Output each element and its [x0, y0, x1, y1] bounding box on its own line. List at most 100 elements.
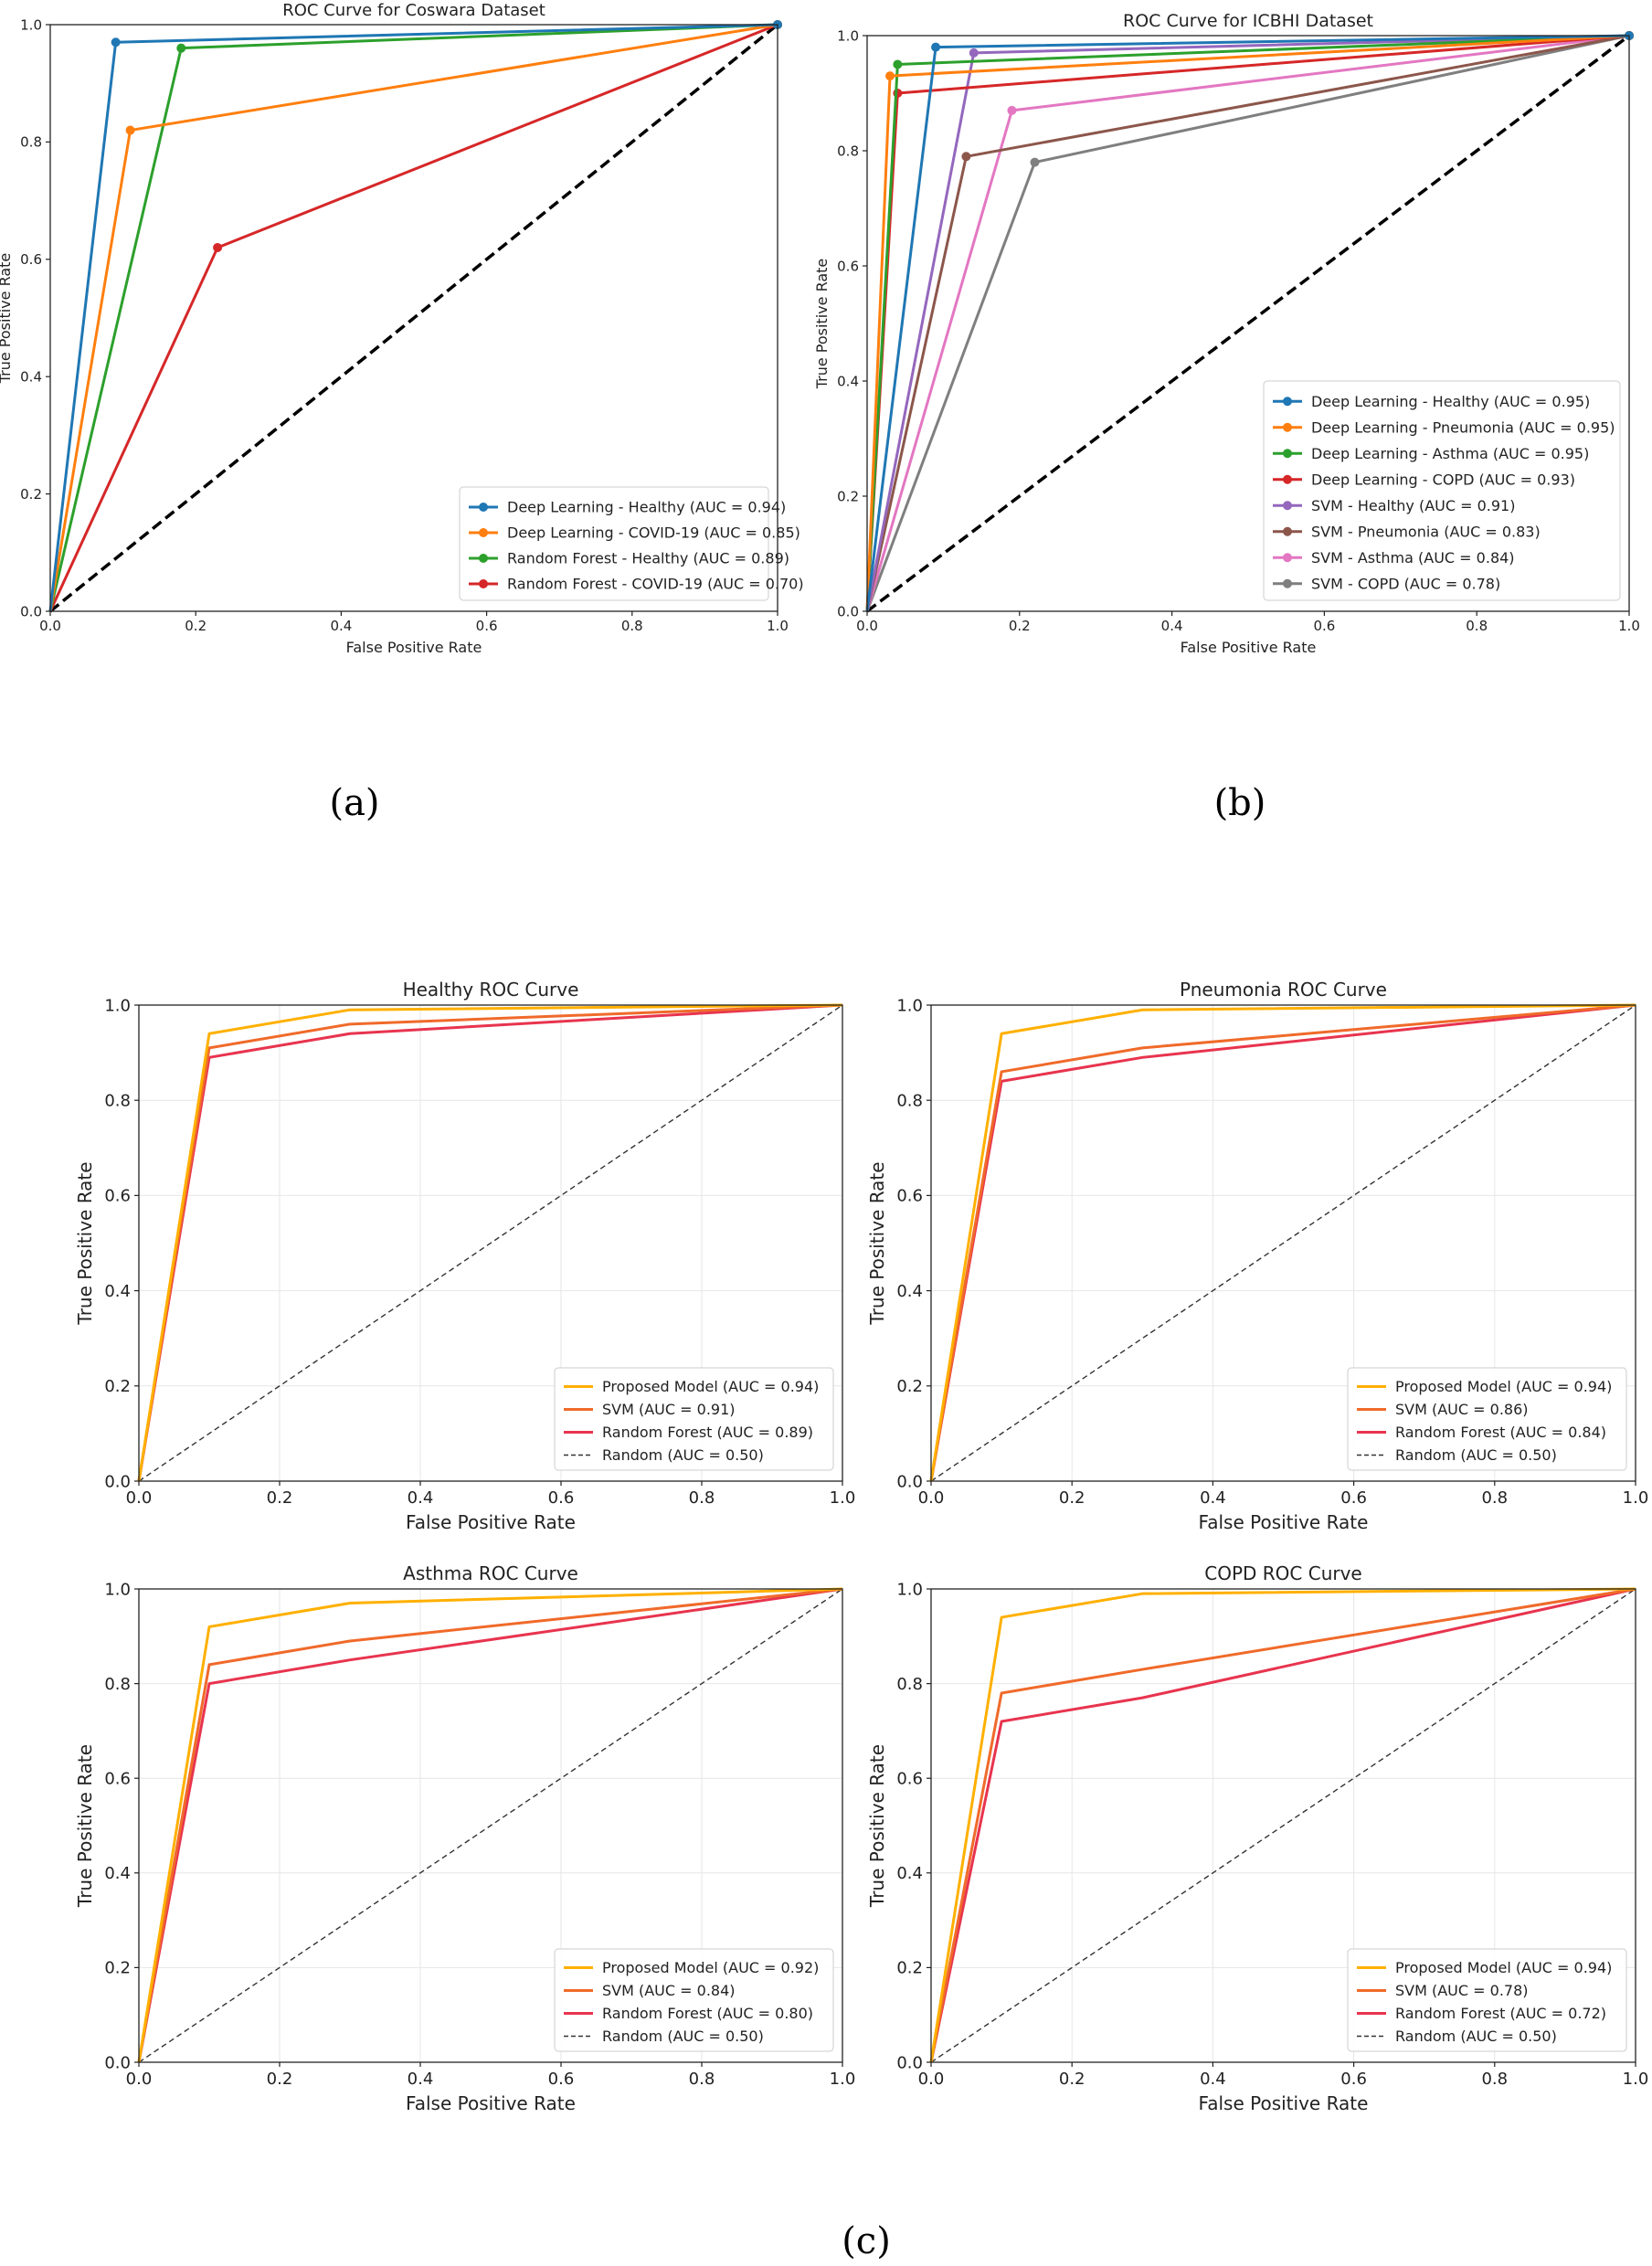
legend: Deep Learning - Healthy (AUC = 0.95) Deep…: [1263, 380, 1621, 601]
series-point-3: [893, 59, 903, 69]
x-tick-label: 0.0: [856, 618, 878, 634]
x-tick-label: 0.0: [126, 2070, 153, 2089]
legend-entry-label: SVM (AUC = 0.86): [1395, 1401, 1529, 1418]
legend: Proposed Model (AUC = 0.92) SVM (AUC = 0.…: [554, 1948, 834, 2052]
chart-coswara: 0.0 0.2 0.4 0.6 0.8 1.0 0.0 0.2 0.4 0.6 0.8 1.0 ROC …: [0, 1, 804, 656]
panel-label-b: (b): [1214, 782, 1266, 824]
x-tick-label: 0.2: [1059, 2070, 1085, 2089]
x-tick-label: 1.0: [1623, 1488, 1649, 1508]
legend-entry-label: Deep Learning - COPD (AUC = 0.93): [1311, 471, 1575, 488]
x-tick-label: 0.8: [689, 2070, 715, 2089]
y-tick-label: 0.4: [104, 1864, 131, 1883]
legend-box: [1347, 1367, 1627, 1471]
x-tick-label: 0.0: [918, 1488, 945, 1508]
chart-title: Healthy ROC Curve: [403, 979, 579, 1001]
x-tick-label: 0.6: [548, 1488, 575, 1508]
x-tick-label: 0.2: [185, 618, 206, 634]
y-tick-label: 0.0: [837, 603, 859, 619]
series-line-2: [929, 1003, 1636, 1482]
y-tick-label: 0.0: [896, 2053, 923, 2072]
y-tick-label: 0.8: [104, 1092, 131, 1111]
y-tick-label: 0.6: [837, 258, 859, 274]
legend-box: [1263, 380, 1621, 601]
chart-icbhi: 0.0 0.2 0.4 0.6 0.8 1.0 0.0 0.2 0.4 0.6 0.8 1.0 ROC …: [813, 11, 1640, 656]
legend-marker: [479, 503, 488, 512]
legend-entry-label: Deep Learning - Asthma (AUC = 0.95): [1311, 445, 1589, 462]
plot-frame: [49, 24, 778, 612]
legend-entry-label: Random Forest (AUC = 0.89): [602, 1424, 813, 1441]
diagonal-reference-line: [930, 1588, 1636, 2063]
x-tick-label: 0.4: [330, 618, 352, 634]
x-axis-label: False Positive Rate: [1199, 2092, 1369, 2114]
y-axis-label: True Positive Rate: [74, 1161, 96, 1325]
panel-label-a: (a): [329, 782, 379, 824]
x-tick-label: 0.6: [1340, 1488, 1367, 1508]
y-tick-label: 0.2: [20, 486, 42, 503]
y-tick-label: 0.6: [104, 1770, 131, 1789]
legend-box: [554, 1367, 834, 1471]
legend-entry-label: SVM (AUC = 0.78): [1395, 1982, 1529, 1999]
legend: Deep Learning - Healthy (AUC = 0.94) Deep…: [459, 486, 804, 601]
legend-entry-label: Proposed Model (AUC = 0.94): [602, 1378, 819, 1395]
x-axis-label: False Positive Rate: [1199, 1511, 1369, 1533]
legend-entry-label: SVM - COPD (AUC = 0.78): [1311, 575, 1500, 592]
y-tick-label: 0.0: [896, 1472, 923, 1491]
legend-marker: [1283, 501, 1292, 511]
x-tick-label: 0.8: [1481, 2070, 1508, 2089]
x-tick-label: 1.0: [830, 1488, 856, 1508]
y-tick-label: 0.2: [837, 488, 859, 504]
chart-title: ROC Curve for ICBHI Dataset: [1123, 11, 1373, 31]
series-point-4: [893, 89, 903, 98]
legend-entry-label: SVM - Pneumonia (AUC = 0.83): [1311, 523, 1541, 540]
series-line-2: [929, 1587, 1636, 2063]
x-tick-label: 0.6: [548, 2070, 575, 2089]
legend: Proposed Model (AUC = 0.94) SVM (AUC = 0.…: [554, 1367, 834, 1471]
x-tick-label: 0.8: [621, 618, 643, 634]
y-axis-label: True Positive Rate: [813, 259, 831, 390]
panel-label-c: (c): [842, 2220, 891, 2262]
y-tick-label: 0.0: [104, 2053, 131, 2072]
x-tick-label: 0.2: [1059, 1488, 1085, 1508]
chart-healthy: 0.0 0.2 0.4 0.6 0.8 1.0 0.0 0.2 0.4 0.6 0.8 1.0 Heal…: [74, 979, 855, 1533]
y-tick-label: 1.0: [104, 996, 131, 1015]
y-tick-label: 1.0: [837, 27, 859, 44]
chart-title: Pneumonia ROC Curve: [1180, 979, 1387, 1001]
series-point-5: [969, 48, 979, 58]
diagonal-reference-line: [138, 1004, 843, 1482]
x-axis-label: False Positive Rate: [1181, 639, 1317, 656]
series-point-3: [176, 43, 186, 53]
series-line-1: [137, 1003, 843, 1482]
y-tick-label: 0.8: [20, 134, 42, 151]
legend-marker: [1283, 578, 1292, 588]
y-tick-label: 1.0: [896, 996, 923, 1015]
diagonal-reference-line: [48, 23, 779, 613]
x-tick-label: 0.4: [1200, 2070, 1226, 2089]
y-tick-label: 0.2: [896, 1377, 923, 1396]
legend-marker: [1283, 526, 1292, 536]
y-tick-label: 0.8: [896, 1675, 923, 1694]
legend-entry-label: Deep Learning - COVID-19 (AUC = 0.85): [507, 524, 800, 542]
y-tick-label: 0.0: [104, 1472, 131, 1491]
x-tick-label: 0.8: [689, 1488, 715, 1508]
legend-box: [459, 486, 769, 601]
x-tick-label: 0.6: [1313, 618, 1335, 634]
legend-entry-label: Proposed Model (AUC = 0.92): [602, 1959, 819, 1976]
y-tick-label: 1.0: [896, 1580, 923, 1599]
legend-entry-label: Proposed Model (AUC = 0.94): [1395, 1959, 1612, 1976]
x-tick-label: 0.8: [1466, 618, 1488, 634]
diagonal-reference-line: [138, 1588, 843, 2063]
series-line-1: [929, 1587, 1636, 2063]
legend-entry-label: Random Forest - COVID-19 (AUC = 0.70): [507, 576, 804, 593]
series-line-3: [137, 1587, 843, 2063]
y-axis-label: True Positive Rate: [866, 1744, 888, 1908]
legend-entry-label: SVM - Healthy (AUC = 0.91): [1311, 497, 1515, 514]
y-tick-label: 0.8: [896, 1092, 923, 1111]
x-tick-label: 0.4: [1200, 1488, 1226, 1508]
x-tick-label: 0.6: [476, 618, 498, 634]
y-tick-label: 0.4: [896, 1864, 923, 1883]
legend-entry-label: Proposed Model (AUC = 0.94): [1395, 1378, 1612, 1395]
legend-entry-label: Random Forest (AUC = 0.80): [602, 2005, 813, 2022]
x-tick-label: 0.4: [408, 1488, 434, 1508]
series-line-2: [137, 1587, 843, 2063]
